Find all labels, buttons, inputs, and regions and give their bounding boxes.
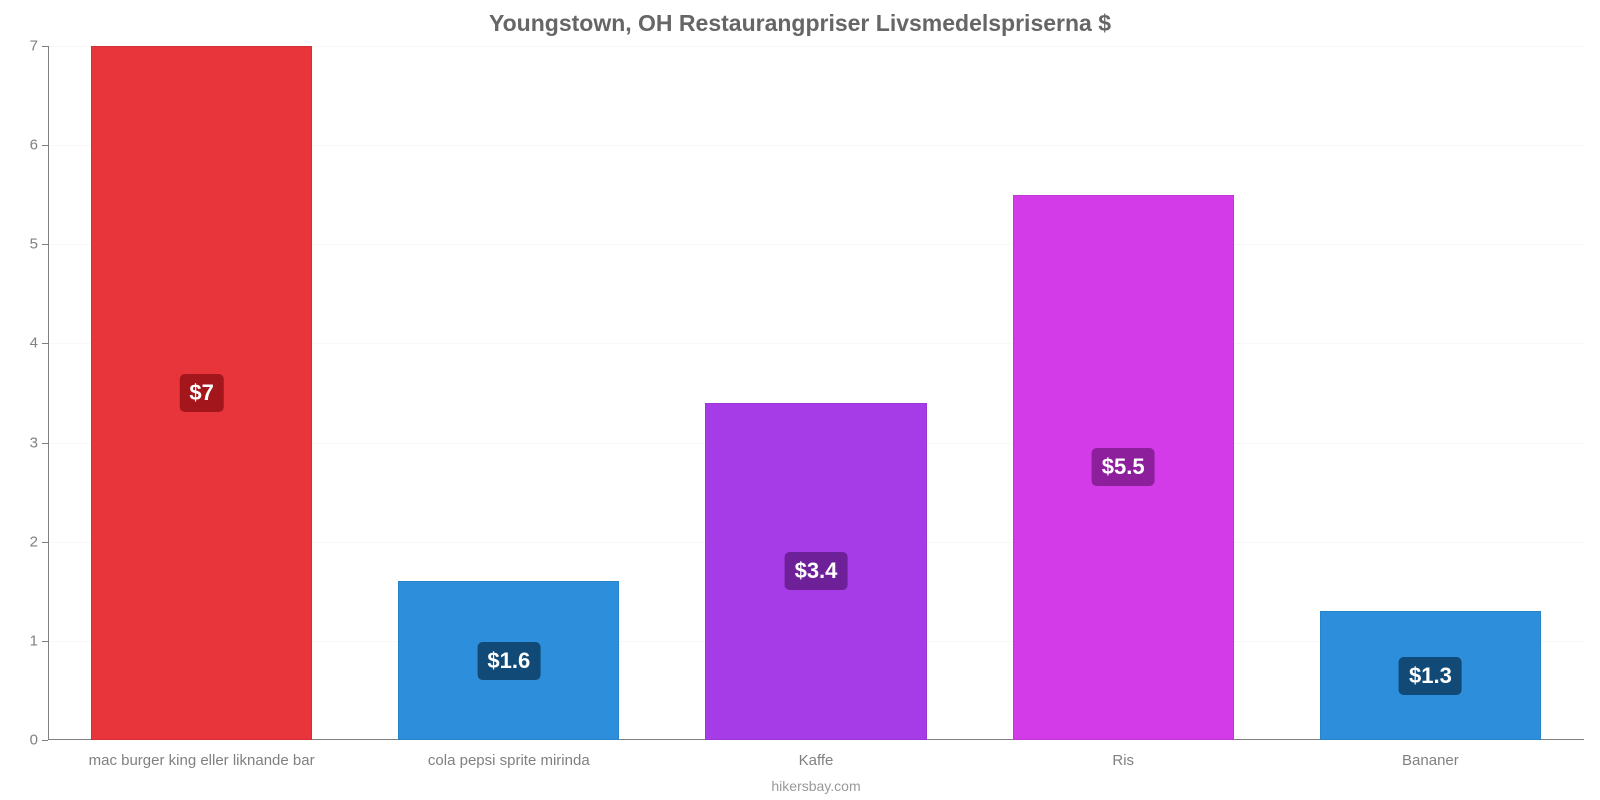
- value-badge: $3.4: [785, 552, 848, 590]
- y-tick-label: 2: [30, 533, 48, 550]
- y-tick-label: 1: [30, 632, 48, 649]
- value-badge: $1.3: [1399, 657, 1462, 695]
- y-tick-label: 0: [30, 732, 48, 749]
- bar-slot: $1.3Bananer: [1277, 46, 1584, 740]
- bar-slot: $5.5Ris: [970, 46, 1277, 740]
- chart-plot-area: 01234567 $7mac burger king eller liknand…: [48, 46, 1584, 740]
- bar-slot: $3.4Kaffe: [662, 46, 969, 740]
- x-axis-label: Ris: [1112, 740, 1134, 769]
- chart-title: Youngstown, OH Restaurangpriser Livsmede…: [0, 0, 1600, 45]
- value-badge: $7: [179, 374, 223, 412]
- bar-slot: $1.6cola pepsi sprite mirinda: [355, 46, 662, 740]
- attribution: hikersbay.com: [771, 740, 860, 794]
- x-axis-label: Bananer: [1402, 740, 1459, 769]
- y-tick-label: 7: [30, 38, 48, 55]
- value-badge: $1.6: [477, 642, 540, 680]
- bars-container: $7mac burger king eller liknande bar$1.6…: [48, 46, 1584, 740]
- y-tick-label: 4: [30, 335, 48, 352]
- x-axis-label: cola pepsi sprite mirinda: [428, 740, 590, 769]
- y-tick-label: 3: [30, 434, 48, 451]
- value-badge: $5.5: [1092, 448, 1155, 486]
- y-tick-label: 5: [30, 236, 48, 253]
- bar-slot: $7mac burger king eller liknande bar: [48, 46, 355, 740]
- x-axis-label: mac burger king eller liknande bar: [89, 740, 315, 769]
- y-tick-label: 6: [30, 137, 48, 154]
